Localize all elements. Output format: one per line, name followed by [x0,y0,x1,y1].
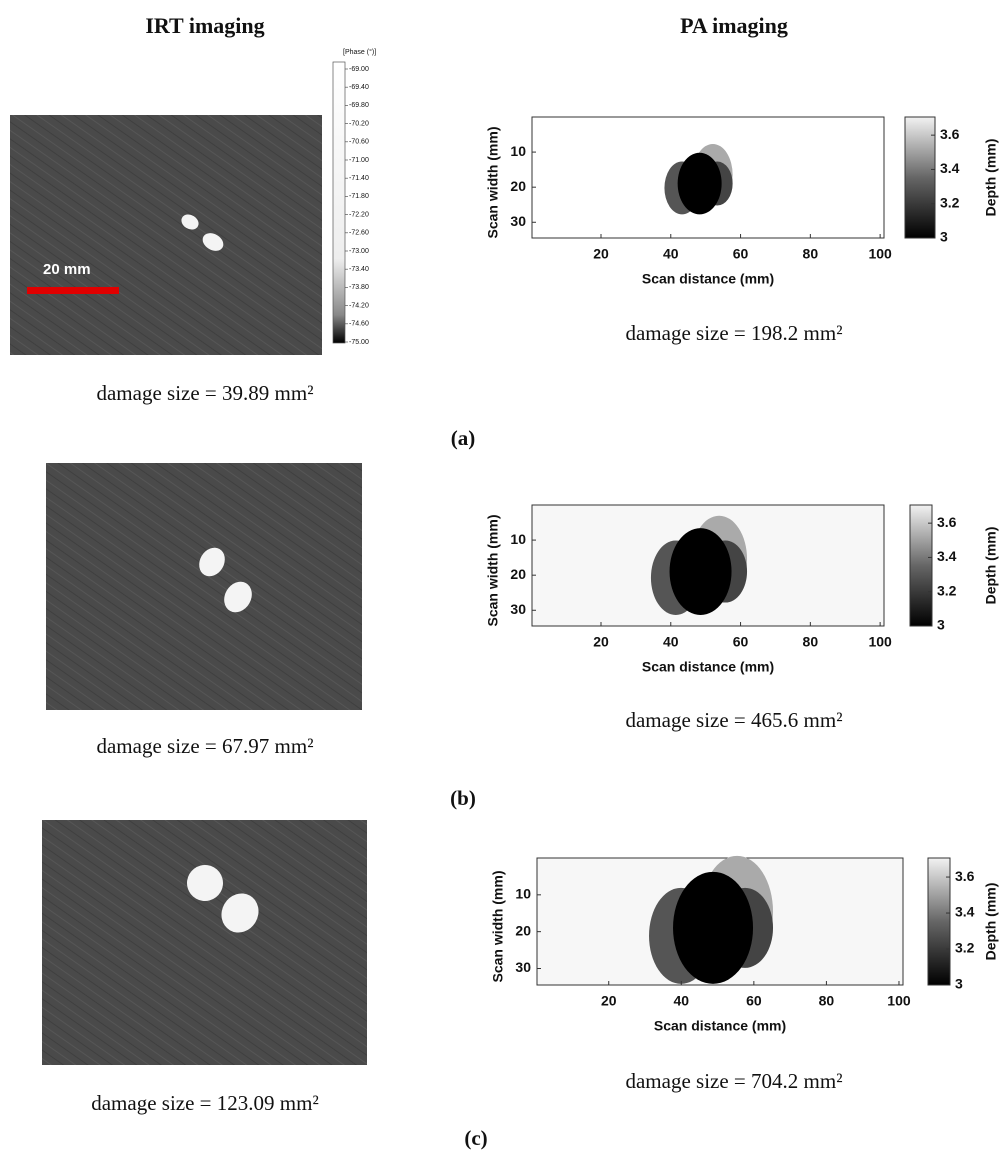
x-tick-label: 20 [593,634,609,650]
x-tick-label: 80 [803,246,819,262]
colorbar-tick-label: 3.4 [940,160,960,176]
colorbar [909,504,933,627]
y-axis-label: Scan width (mm) [485,514,501,626]
irt-caption: damage size = 39.89 mm² [96,381,313,405]
pa-caption: damage size = 198.2 mm² [625,321,842,345]
irt-colorbar-tick-label: -71.80 [349,193,369,200]
y-tick-label: 30 [510,601,526,617]
irt-colorbar-tick-label: -72.60 [349,230,369,237]
x-tick-label: 40 [663,246,679,262]
irt-colorbar-tick-label: -72.20 [349,211,369,218]
colorbar-tick-label: 3 [955,976,963,992]
y-tick-label: 30 [515,959,531,975]
x-axis-label: Scan distance (mm) [642,659,774,675]
x-tick-label: 60 [733,634,749,650]
irt-colorbar-tick-label: -69.40 [349,84,369,91]
irt-colorbar-tick-label: -71.40 [349,175,369,182]
irt-colorbar-tick-label: -73.40 [349,266,369,273]
irt-colorbar-title: [Phase (°)] [343,48,376,56]
damage-region-deep [669,528,732,615]
colorbar-tick-label: 3.6 [940,126,960,142]
x-tick-label: 40 [674,993,690,1009]
y-axis-label: Scan width (mm) [490,870,506,982]
colorbar-tick-label: 3 [940,229,948,245]
pa-header: PA imaging [680,13,788,38]
thermal-image [46,463,362,710]
irt-colorbar-tick-label: -70.20 [349,120,369,127]
x-tick-label: 20 [601,993,617,1009]
pa-caption: damage size = 465.6 mm² [625,708,842,732]
x-axis-label: Scan distance (mm) [642,271,774,287]
y-tick-label: 10 [510,531,526,547]
irt-colorbar-tick-label: -73.80 [349,284,369,291]
scale-bar [27,287,119,294]
x-tick-label: 100 [868,634,892,650]
x-tick-label: 60 [733,246,749,262]
colorbar-label: Depth (mm) [983,883,999,961]
hot-spot [199,547,225,577]
irt-colorbar-tick-label: -70.60 [349,139,369,146]
irt-colorbar-tick-label: -73.00 [349,248,369,255]
x-tick-label: 100 [868,246,892,262]
scale-bar-label: 20 mm [43,261,91,278]
damage-region-deep [673,871,754,984]
x-tick-label: 80 [803,634,819,650]
thermal-image [42,820,367,1065]
x-tick-label: 100 [887,993,911,1009]
irt-colorbar [332,61,346,344]
thermal-image [10,115,322,355]
colorbar-label: Depth (mm) [983,139,999,217]
y-axis-label: Scan width (mm) [485,126,501,238]
x-tick-label: 20 [593,246,609,262]
x-tick-label: 80 [819,993,835,1009]
colorbar-tick-label: 3.4 [937,548,957,564]
irt-caption: damage size = 67.97 mm² [96,734,313,758]
colorbar-label: Depth (mm) [983,527,999,605]
y-tick-label: 20 [510,178,526,194]
y-tick-label: 20 [515,922,531,938]
x-axis-label: Scan distance (mm) [654,1018,786,1034]
colorbar-tick-label: 3.2 [955,940,975,956]
colorbar [904,116,936,239]
panel-label: (b) [450,786,476,810]
hot-spot [187,865,223,901]
y-tick-label: 10 [515,886,531,902]
irt-colorbar-tick-label: -69.00 [349,66,369,73]
colorbar-tick-label: 3.6 [937,514,957,530]
colorbar [927,857,951,986]
irt-colorbar-tick-label: -71.00 [349,157,369,164]
colorbar-tick-label: 3 [937,617,945,633]
colorbar-tick-label: 3.4 [955,904,975,920]
irt-caption: damage size = 123.09 mm² [91,1091,319,1115]
colorbar-tick-label: 3.2 [937,582,957,598]
damage-region-deep [677,152,722,215]
x-tick-label: 60 [746,993,762,1009]
hot-spot [202,233,224,251]
panel-label: (a) [451,426,476,450]
y-tick-label: 20 [510,566,526,582]
y-tick-label: 30 [510,213,526,229]
x-tick-label: 40 [663,634,679,650]
colorbar-tick-label: 3.6 [955,868,975,884]
hot-spot [224,581,252,613]
irt-colorbar-tick-label: -74.60 [349,321,369,328]
irt-colorbar-tick-label: -75.00 [349,339,369,346]
irt-colorbar-tick-label: -69.80 [349,102,369,109]
hot-spot [181,214,199,230]
colorbar-tick-label: 3.2 [940,194,960,210]
y-tick-label: 10 [510,143,526,159]
panel-label: (c) [464,1126,487,1150]
irt-colorbar-tick-label: -74.20 [349,302,369,309]
pa-caption: damage size = 704.2 mm² [625,1069,842,1093]
hot-spot [221,893,259,933]
irt-header: IRT imaging [145,13,264,38]
